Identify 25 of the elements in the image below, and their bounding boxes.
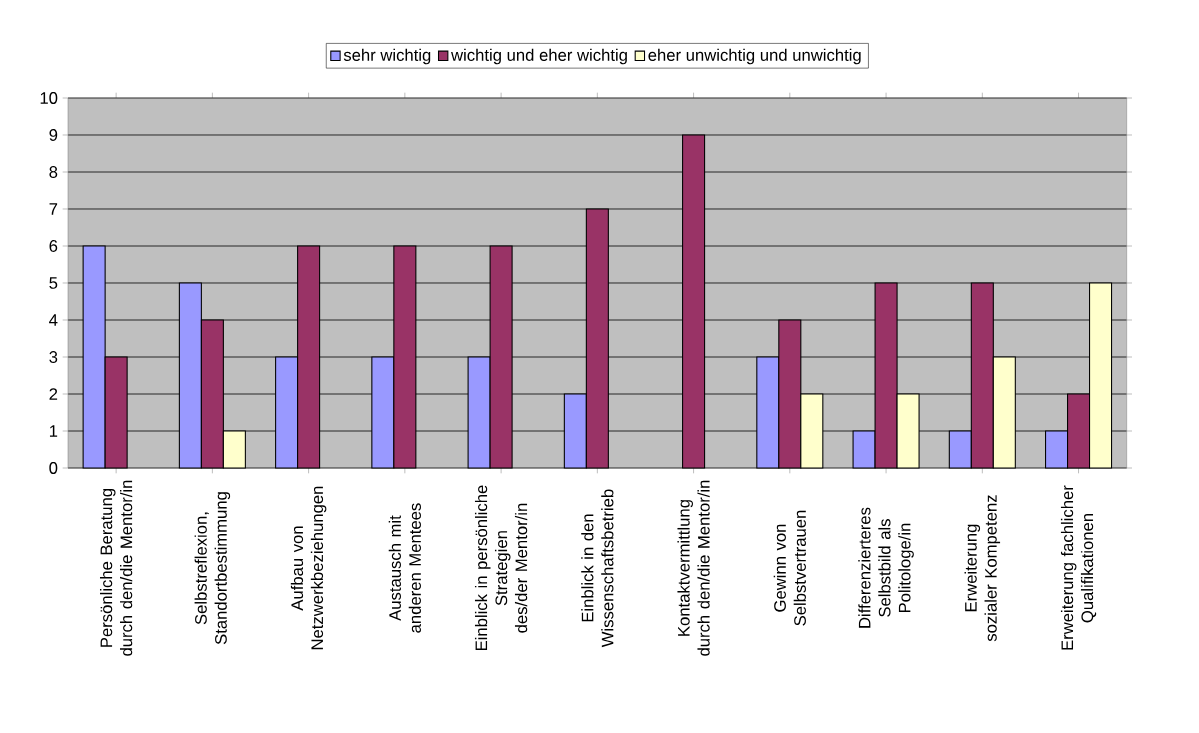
y-tick-label: 10 <box>40 92 58 104</box>
x-tick-label: Einblick in den Wissenschaftsbetrieb <box>581 489 614 648</box>
legend-label: wichtig und eher wichtig <box>451 48 627 65</box>
y-tick-label: 4 <box>49 314 58 326</box>
y-tick-label: 2 <box>49 388 58 400</box>
x-tick-label: Differenzierteres Selbstbild als Politologe/in <box>858 507 914 628</box>
x-tick-label: Erweiterung fachlicher Qualifikationen <box>1060 485 1097 650</box>
x-tick-label: Einblick in persönliche Strategien des/der Mentor/in <box>474 485 528 651</box>
x-tick-label: Erweiterung sozialer Kompetenz <box>964 495 1001 642</box>
y-tick-label: 8 <box>49 166 58 178</box>
legend-label: eher unwichtig und unwichtig <box>648 48 861 65</box>
y-tick-label: 9 <box>49 129 58 141</box>
x-tick-label: Aufbau von Netzwerkbeziehungen <box>290 486 327 650</box>
y-tick-label: 3 <box>49 351 58 363</box>
y-tick-label: 6 <box>49 240 58 252</box>
legend-label: sehr wichtig <box>343 48 431 65</box>
x-tick-label: Gewinn von Selbstvertrauen <box>773 510 806 626</box>
x-tick-label: Austausch mit anderen Mentees <box>388 503 421 633</box>
y-tick-label: 0 <box>49 462 58 474</box>
x-tick-label: Persönliche Beratung durch den/die Mentor/in <box>100 480 133 656</box>
y-tick-label: 5 <box>49 277 58 289</box>
y-tick-label: 1 <box>49 425 58 437</box>
x-tick-label: Selbstreflexion, Standortbestimmung <box>194 492 231 645</box>
y-tick-label: 7 <box>49 203 58 215</box>
x-tick-label: Kontaktvermittlung durch den/die Mentor/in <box>677 480 710 656</box>
